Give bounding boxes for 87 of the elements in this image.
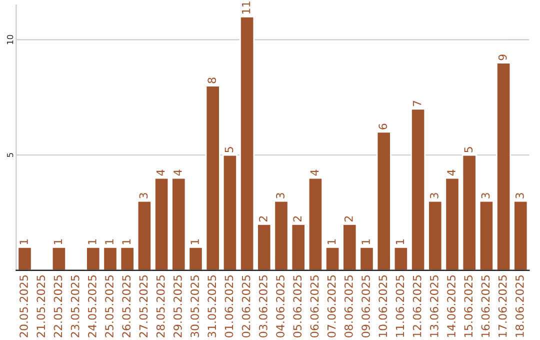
- y-tick-label: 10: [6, 34, 14, 44]
- bar: [86, 246, 101, 270]
- x-tick-label: 13.06.2025: [430, 275, 438, 337]
- bar: [325, 246, 340, 270]
- bar: [513, 200, 528, 270]
- x-tick-label: 20.05.2025: [20, 275, 28, 338]
- bar: [393, 246, 408, 270]
- bar: [410, 108, 426, 270]
- bar: [240, 16, 255, 270]
- bar: [51, 246, 66, 270]
- x-tick-label: 22.05.2025: [54, 275, 62, 338]
- bar: [205, 85, 220, 270]
- x-tick-label: 03.06.2025: [258, 275, 268, 338]
- data-label: 1: [396, 239, 404, 244]
- x-tick-label: 09.06.2025: [362, 275, 370, 338]
- data-label: 3: [276, 193, 284, 198]
- bar: [102, 246, 118, 270]
- x-tick-label: 27.05.2025: [139, 275, 148, 338]
- data-label: 2: [293, 216, 302, 222]
- data-label: 5: [224, 147, 234, 152]
- bar: [359, 246, 374, 270]
- bar: [120, 246, 135, 270]
- x-tick-label: 26.05.2025: [122, 275, 131, 338]
- data-label: 1: [54, 239, 62, 244]
- x-tick-label: 25.05.2025: [105, 275, 114, 338]
- data-label: 3: [515, 193, 524, 198]
- data-label: 9: [498, 54, 507, 60]
- bar: [171, 177, 186, 270]
- data-label: 1: [328, 239, 336, 244]
- data-label: 4: [174, 170, 182, 176]
- x-tick-label: 07.06.2025: [327, 275, 336, 338]
- data-label: 4: [156, 170, 165, 176]
- bar: [462, 154, 477, 270]
- data-label: 4: [447, 170, 456, 176]
- data-label: 3: [139, 193, 148, 198]
- bar: [154, 177, 170, 270]
- x-tick-label: 06.06.2025: [310, 275, 319, 338]
- x-tick-label: 02.06.2025: [242, 275, 250, 338]
- x-tick-label: 08.06.2025: [344, 275, 353, 338]
- bar: [17, 246, 32, 270]
- data-label: 3: [430, 193, 438, 198]
- bar: [496, 62, 512, 270]
- bar: [428, 200, 443, 270]
- x-tick-label: 28.05.2025: [156, 275, 165, 338]
- bar: [376, 131, 392, 270]
- x-tick-label: 15.06.2025: [464, 275, 473, 337]
- x-tick-label: 30.05.2025: [190, 275, 199, 338]
- data-label: 1: [122, 239, 130, 244]
- x-tick-label: 21.05.2025: [36, 275, 46, 338]
- x-tick-label: 10.06.2025: [378, 275, 388, 337]
- x-tick-label: 18.06.2025: [515, 275, 524, 337]
- x-tick-label: 23.05.2025: [70, 275, 80, 338]
- data-label: 6: [378, 124, 388, 130]
- bar: [444, 177, 460, 270]
- data-label: 1: [190, 239, 199, 244]
- data-label: 8: [208, 78, 216, 84]
- x-tick-label: 14.06.2025: [447, 275, 456, 337]
- x-tick-label: 16.06.2025: [481, 275, 490, 337]
- x-tick-label: 05.06.2025: [293, 275, 302, 338]
- data-label: 5: [464, 147, 473, 152]
- bar: [274, 200, 289, 270]
- data-label: 11: [242, 2, 250, 14]
- bar: [308, 177, 323, 270]
- x-tick-label: 01.06.2025: [224, 275, 234, 338]
- bar: [256, 223, 272, 270]
- data-label: 1: [105, 239, 114, 244]
- x-tick-label: 04.06.2025: [276, 275, 284, 338]
- data-label: 2: [258, 216, 268, 222]
- data-label: 7: [413, 100, 422, 106]
- data-label: 2: [344, 216, 353, 222]
- x-tick-label: 29.05.2025: [173, 275, 182, 338]
- x-tick-label: 12.06.2025: [412, 275, 422, 337]
- data-label: 1: [362, 239, 370, 244]
- x-tick-label: 31.05.2025: [208, 275, 216, 338]
- bar: [222, 154, 238, 270]
- data-label: 3: [481, 193, 490, 198]
- bar: [342, 223, 358, 270]
- x-tick-label: 24.05.2025: [88, 275, 96, 338]
- data-label: 4: [310, 170, 319, 176]
- bar: [188, 246, 204, 270]
- bar: [478, 200, 494, 270]
- data-label: 1: [20, 239, 28, 244]
- data-label: 1: [88, 239, 96, 244]
- bar: [136, 200, 152, 270]
- bar: [290, 223, 306, 270]
- x-tick-label: 17.06.2025: [498, 275, 507, 337]
- x-tick-label: 11.06.2025: [396, 275, 404, 337]
